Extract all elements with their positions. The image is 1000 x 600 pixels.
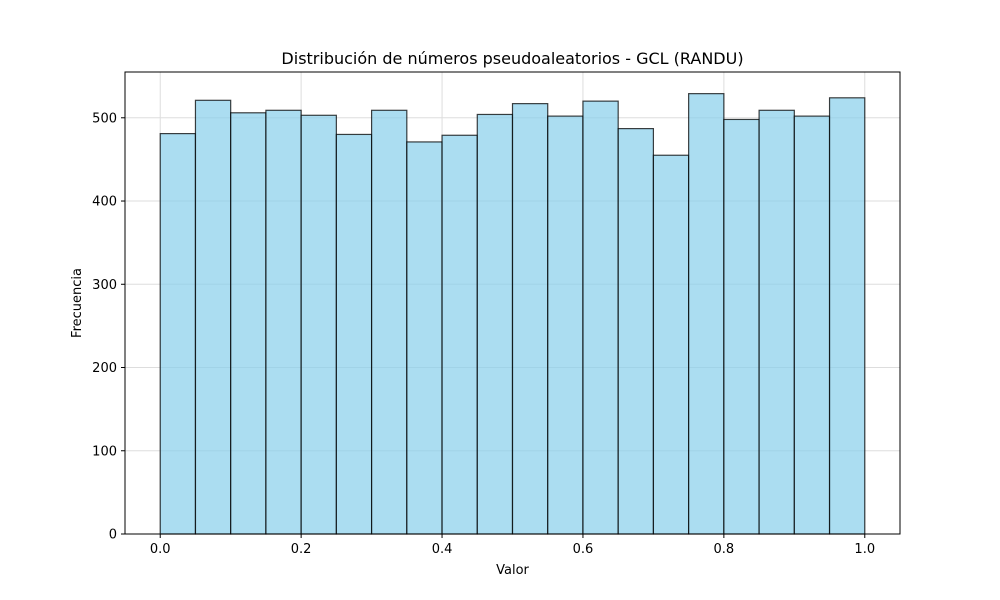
x-tick-label: 0.8: [714, 542, 735, 557]
histogram-bar: [652, 154, 690, 535]
histogram-bar: [441, 134, 478, 535]
histogram-bar: [582, 100, 619, 535]
y-tick-label: 500: [92, 111, 117, 126]
histogram-bar: [476, 113, 514, 535]
chart-title: Distribución de números pseudoaleatorios…: [281, 49, 743, 68]
histogram-bars: [159, 93, 866, 535]
y-axis-label: Frecuencia: [70, 268, 85, 338]
histogram-bar: [370, 109, 408, 535]
histogram-bar: [793, 115, 831, 535]
y-tick-label: 400: [92, 195, 117, 210]
histogram-bar: [406, 141, 443, 535]
histogram-bar: [511, 103, 549, 535]
x-tick-label: 1.0: [854, 542, 875, 557]
y-tick-label: 200: [92, 361, 117, 376]
y-axis-ticks: 0 100 200 300 400 500: [92, 111, 125, 543]
histogram-bar: [617, 128, 655, 535]
y-tick-label: 300: [92, 278, 117, 293]
histogram-bar: [723, 118, 760, 535]
histogram-bar: [547, 115, 584, 535]
histogram-bar: [265, 109, 302, 535]
plot-frame: [124, 71, 901, 535]
x-axis-ticks: 0.0 0.2 0.4 0.6 0.8 1.0: [150, 534, 875, 557]
histogram-bar: [335, 133, 373, 535]
histogram-bar: [688, 93, 725, 535]
x-axis-label: Valor: [496, 563, 529, 578]
histogram-bar: [230, 112, 267, 535]
histogram-bar: [159, 133, 197, 535]
histogram-bar: [758, 109, 795, 535]
y-tick-label: 0: [109, 528, 117, 543]
y-tick-label: 100: [92, 444, 117, 459]
x-tick-label: 0.0: [150, 542, 171, 557]
histogram-bar: [828, 97, 866, 535]
x-tick-label: 0.6: [573, 542, 594, 557]
x-tick-label: 0.4: [432, 542, 453, 557]
histogram-bar: [300, 114, 337, 535]
histogram-bar: [194, 99, 232, 535]
x-tick-label: 0.2: [291, 542, 312, 557]
